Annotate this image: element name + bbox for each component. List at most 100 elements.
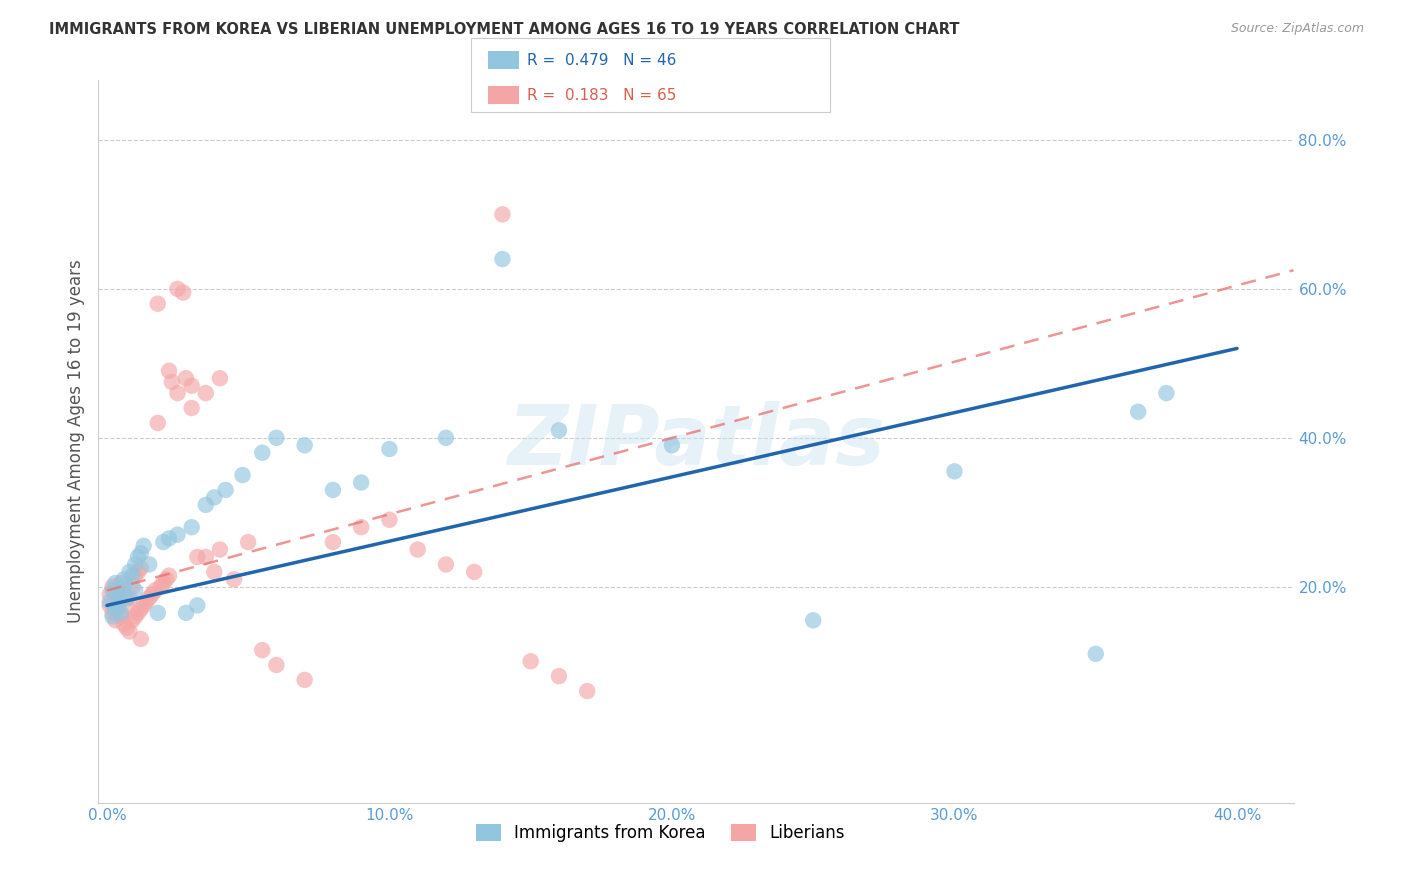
Point xyxy=(112,572,135,586)
Point xyxy=(1084,647,1107,661)
Point xyxy=(118,591,141,605)
Point xyxy=(350,520,373,534)
Point xyxy=(107,602,129,616)
Point xyxy=(214,483,236,497)
Point xyxy=(104,591,127,605)
Point xyxy=(129,632,152,646)
Point xyxy=(146,416,169,430)
Point xyxy=(194,498,217,512)
Point xyxy=(107,591,129,605)
Point xyxy=(1156,386,1178,401)
Point xyxy=(152,535,174,549)
Point xyxy=(110,609,132,624)
Point xyxy=(138,558,160,572)
Point xyxy=(208,371,231,385)
Point xyxy=(166,527,188,541)
Point xyxy=(548,423,571,437)
Point xyxy=(174,606,197,620)
Text: R =  0.183   N = 65: R = 0.183 N = 65 xyxy=(527,88,676,103)
Text: Source: ZipAtlas.com: Source: ZipAtlas.com xyxy=(1230,22,1364,36)
Point xyxy=(194,386,217,401)
Point xyxy=(266,431,288,445)
Point xyxy=(180,520,202,534)
Point xyxy=(294,438,316,452)
Point xyxy=(146,606,169,620)
Point xyxy=(801,613,824,627)
Point xyxy=(152,576,174,591)
Point xyxy=(491,207,513,221)
Point xyxy=(208,542,231,557)
Point xyxy=(115,591,138,605)
Point xyxy=(110,576,132,591)
Point xyxy=(172,285,194,300)
Point xyxy=(149,580,172,594)
Point xyxy=(98,595,121,609)
Point xyxy=(112,580,135,594)
Point xyxy=(294,673,316,687)
Point xyxy=(180,378,202,392)
Point xyxy=(322,535,344,549)
Point xyxy=(231,468,253,483)
Point xyxy=(132,599,155,613)
Point xyxy=(157,568,180,582)
Point xyxy=(101,609,124,624)
Legend: Immigrants from Korea, Liberians: Immigrants from Korea, Liberians xyxy=(470,817,851,848)
Point xyxy=(174,371,197,385)
Point xyxy=(118,624,141,639)
Point xyxy=(115,621,138,635)
Point xyxy=(519,654,541,668)
Point xyxy=(180,401,202,415)
Point xyxy=(434,431,457,445)
Point xyxy=(202,491,225,505)
Point xyxy=(127,565,149,579)
Point xyxy=(118,565,141,579)
Point xyxy=(129,602,152,616)
Point xyxy=(107,583,129,598)
Point xyxy=(202,565,225,579)
Point xyxy=(186,549,208,564)
Point xyxy=(1126,405,1149,419)
Point xyxy=(378,442,401,456)
Point xyxy=(322,483,344,497)
Point xyxy=(157,364,180,378)
Point xyxy=(141,587,163,601)
Point xyxy=(112,617,135,632)
Point xyxy=(252,643,274,657)
Text: ZIPatlas: ZIPatlas xyxy=(508,401,884,482)
Point xyxy=(127,606,149,620)
Point xyxy=(143,583,166,598)
Point xyxy=(160,375,183,389)
Point xyxy=(132,539,155,553)
Point xyxy=(166,386,188,401)
Point xyxy=(434,558,457,572)
Text: R =  0.479   N = 46: R = 0.479 N = 46 xyxy=(527,53,676,68)
Point xyxy=(101,583,124,598)
Point xyxy=(406,542,429,557)
Point xyxy=(576,684,599,698)
Point xyxy=(104,602,127,616)
Point xyxy=(98,599,121,613)
Point xyxy=(138,591,160,605)
Point xyxy=(166,282,188,296)
Text: IMMIGRANTS FROM KOREA VS LIBERIAN UNEMPLOYMENT AMONG AGES 16 TO 19 YEARS CORRELA: IMMIGRANTS FROM KOREA VS LIBERIAN UNEMPL… xyxy=(49,22,960,37)
Point xyxy=(98,587,121,601)
Point xyxy=(155,572,177,586)
Point xyxy=(350,475,373,490)
Point xyxy=(104,576,127,591)
Point xyxy=(115,599,138,613)
Point xyxy=(124,568,146,582)
Point xyxy=(548,669,571,683)
Point xyxy=(378,513,401,527)
Point xyxy=(266,658,288,673)
Point xyxy=(101,580,124,594)
Point xyxy=(157,532,180,546)
Point xyxy=(943,464,966,478)
Point xyxy=(135,595,157,609)
Point xyxy=(124,583,146,598)
Point xyxy=(146,297,169,311)
Point xyxy=(194,549,217,564)
Point xyxy=(101,606,124,620)
Point xyxy=(491,252,513,266)
Point xyxy=(107,599,129,613)
Point xyxy=(186,599,208,613)
